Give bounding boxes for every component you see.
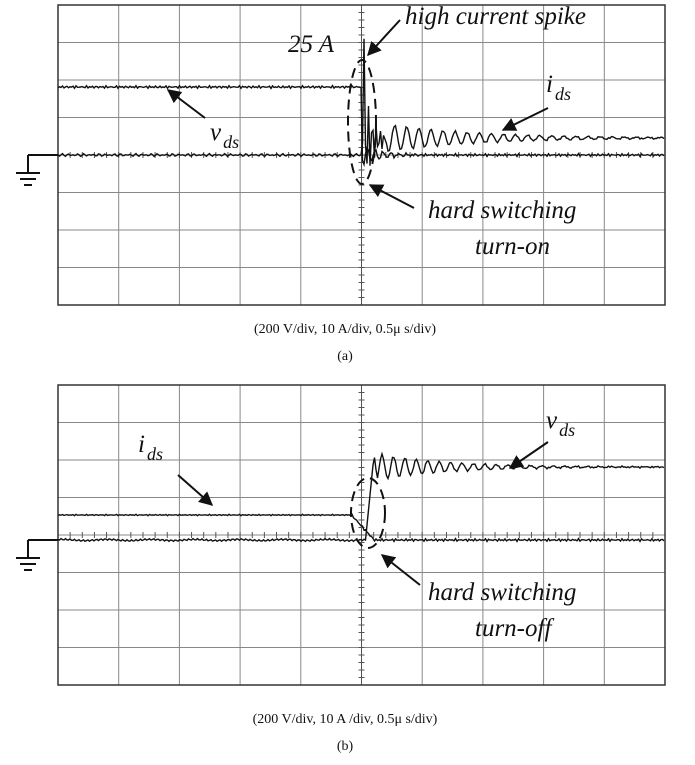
subscript: ds xyxy=(555,84,571,104)
subscript: ds xyxy=(147,444,163,464)
caption: (200 V/div, 10 A /div, 0.5μ s/div) xyxy=(253,712,438,727)
arrow xyxy=(168,90,205,118)
symbol: i xyxy=(138,431,145,458)
symbol: v xyxy=(546,407,558,434)
panel-label: (a) xyxy=(337,349,353,364)
caption: (200 V/div, 10 A/div, 0.5μ s/div) xyxy=(254,322,436,337)
figure: high current spike 25 A ids vds hard swi… xyxy=(0,0,695,765)
arrow xyxy=(178,475,212,505)
symbol: v xyxy=(210,119,222,146)
annotation: hard switching xyxy=(428,579,576,606)
annotation: turn-off xyxy=(475,615,554,642)
annotation: 25 A xyxy=(288,31,335,58)
arrow xyxy=(368,20,400,55)
arrow xyxy=(370,185,414,208)
ground-symbol xyxy=(16,540,58,570)
subscript: ds xyxy=(559,420,575,440)
ground-symbol xyxy=(16,155,58,185)
arrow xyxy=(503,108,548,130)
arrow xyxy=(382,555,420,585)
annotation: turn-on xyxy=(475,233,550,260)
symbol: i xyxy=(546,71,553,98)
annotation: high current spike xyxy=(405,3,586,30)
annotation: hard switching xyxy=(428,197,576,224)
arrow xyxy=(510,442,548,468)
subscript: ds xyxy=(223,132,239,152)
panel-label: (b) xyxy=(337,739,354,754)
